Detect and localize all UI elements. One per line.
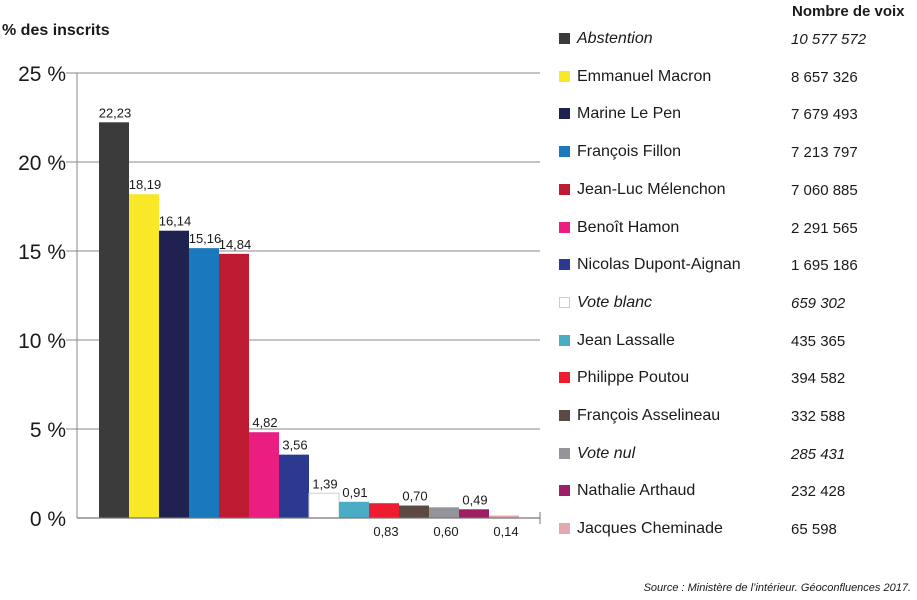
legend-swatch <box>559 372 570 384</box>
bar-3 <box>189 248 219 519</box>
legend-label: Jacques Cheminade <box>577 520 723 538</box>
data-label: 14,84 <box>219 237 252 252</box>
legend-swatch <box>559 183 570 195</box>
bar-4 <box>219 253 249 518</box>
legend-item: Philippe Poutou 394 582 <box>559 369 917 389</box>
legend-label: Vote blanc <box>577 293 653 311</box>
legend-item: François Asselineau 332 588 <box>559 407 917 427</box>
bar-2 <box>159 230 189 518</box>
legend-swatch <box>559 259 570 271</box>
legend-votes: 7 060 885 <box>791 181 858 199</box>
data-label: 0,14 <box>493 524 518 539</box>
data-label: 4,82 <box>252 415 277 430</box>
legend-label: Jean Lassalle <box>577 331 675 349</box>
legend-votes: 65 598 <box>791 521 837 539</box>
legend-item: François Fillon 7 213 797 <box>559 143 917 163</box>
legend-swatch <box>559 221 570 233</box>
data-label: 15,16 <box>189 231 222 246</box>
legend-label: Jean-Luc Mélenchon <box>577 180 726 198</box>
bar-12 <box>459 509 489 518</box>
legend-item: Marine Le Pen 7 679 493 <box>559 105 917 125</box>
bar-13 <box>489 515 519 518</box>
data-label: 16,14 <box>159 214 192 229</box>
legend-swatch <box>559 523 570 535</box>
data-label: 3,56 <box>282 438 307 453</box>
bar-8 <box>339 501 369 518</box>
bar-7 <box>308 492 340 519</box>
legend-swatch <box>559 108 570 120</box>
legend-label: François Asselineau <box>577 407 721 424</box>
legend-votes: 1 695 186 <box>791 257 858 275</box>
data-label: 0,49 <box>462 492 487 507</box>
legend-votes: 2 291 565 <box>791 219 858 237</box>
legend-item: Jean-Luc Mélenchon 7 060 885 <box>559 181 917 201</box>
legend-label: François Fillon <box>577 143 682 161</box>
data-label: 0,83 <box>373 524 398 539</box>
data-label: 1,39 <box>312 476 337 491</box>
bar-6 <box>279 454 309 518</box>
legend-votes: 8 657 326 <box>791 68 858 86</box>
legend-item: Vote blanc 659 302 <box>559 294 917 314</box>
legend-swatch <box>559 485 570 497</box>
legend-votes: 285 431 <box>791 445 846 463</box>
y-tick-label: 15 % <box>18 241 66 264</box>
y-tick-label: 25 % <box>18 63 66 86</box>
legend-swatch <box>559 70 570 82</box>
data-label: 22,23 <box>99 105 132 120</box>
legend-label: Nicolas Dupont-Aignan <box>577 256 741 274</box>
legend-label: Vote nul <box>577 444 636 462</box>
legend-swatch <box>559 334 570 346</box>
y-tick-label: 0 % <box>30 508 66 531</box>
bar-1 <box>129 194 159 518</box>
bar-10 <box>399 505 429 518</box>
legend-swatch <box>559 33 570 44</box>
legend-label: Philippe Poutou <box>577 369 690 387</box>
legend-label: Marine Le Pen <box>577 105 682 123</box>
legend-item: Jacques Cheminade 65 598 <box>559 520 917 540</box>
legend-label: Emmanuel Macron <box>577 67 712 85</box>
legend-votes: 232 428 <box>791 483 846 501</box>
legend-votes: 394 582 <box>791 370 846 388</box>
legend-item: Vote nul 285 431 <box>559 445 917 465</box>
bar-11 <box>429 507 459 518</box>
legend-votes: 435 365 <box>791 332 846 350</box>
legend-votes: 7 679 493 <box>791 106 858 124</box>
legend-item: Emmanuel Macron 8 657 326 <box>559 68 917 88</box>
legend-swatch <box>559 146 570 158</box>
legend-label: Abstention <box>577 30 653 47</box>
bar-0 <box>99 122 129 518</box>
y-tick-label: 20 % <box>18 152 66 175</box>
legend-item: Abstention 10 577 572 <box>559 30 917 50</box>
source-note: Source : Ministère de l’intérieur. Géoco… <box>643 582 911 594</box>
data-label: 0,91 <box>342 485 367 500</box>
legend-swatch <box>559 447 570 459</box>
bar-5 <box>249 432 279 518</box>
legend-item: Nathalie Arthaud 232 428 <box>559 482 917 502</box>
legend-votes-header: Nombre de voix <box>792 3 905 20</box>
legend-swatch <box>559 410 570 421</box>
legend-votes: 7 213 797 <box>791 144 858 162</box>
y-axis-title: % des inscrits <box>2 22 110 39</box>
y-tick-label: 10 % <box>18 330 66 353</box>
legend-label: Nathalie Arthaud <box>577 482 696 500</box>
data-label: 0,70 <box>402 489 427 504</box>
legend-votes: 659 302 <box>791 294 846 312</box>
legend-swatch <box>559 296 570 308</box>
data-label: 18,19 <box>129 177 162 192</box>
y-tick-label: 5 % <box>30 419 66 442</box>
data-label: 0,60 <box>433 524 458 539</box>
legend-votes: 10 577 572 <box>791 31 867 48</box>
legend-item: Benoît Hamon 2 291 565 <box>559 219 917 239</box>
legend-votes: 332 588 <box>791 408 846 425</box>
legend-label: Benoît Hamon <box>577 218 680 236</box>
bar-9 <box>369 503 399 518</box>
legend-item: Jean Lassalle 435 365 <box>559 332 917 352</box>
legend-item: Nicolas Dupont-Aignan 1 695 186 <box>559 256 917 276</box>
